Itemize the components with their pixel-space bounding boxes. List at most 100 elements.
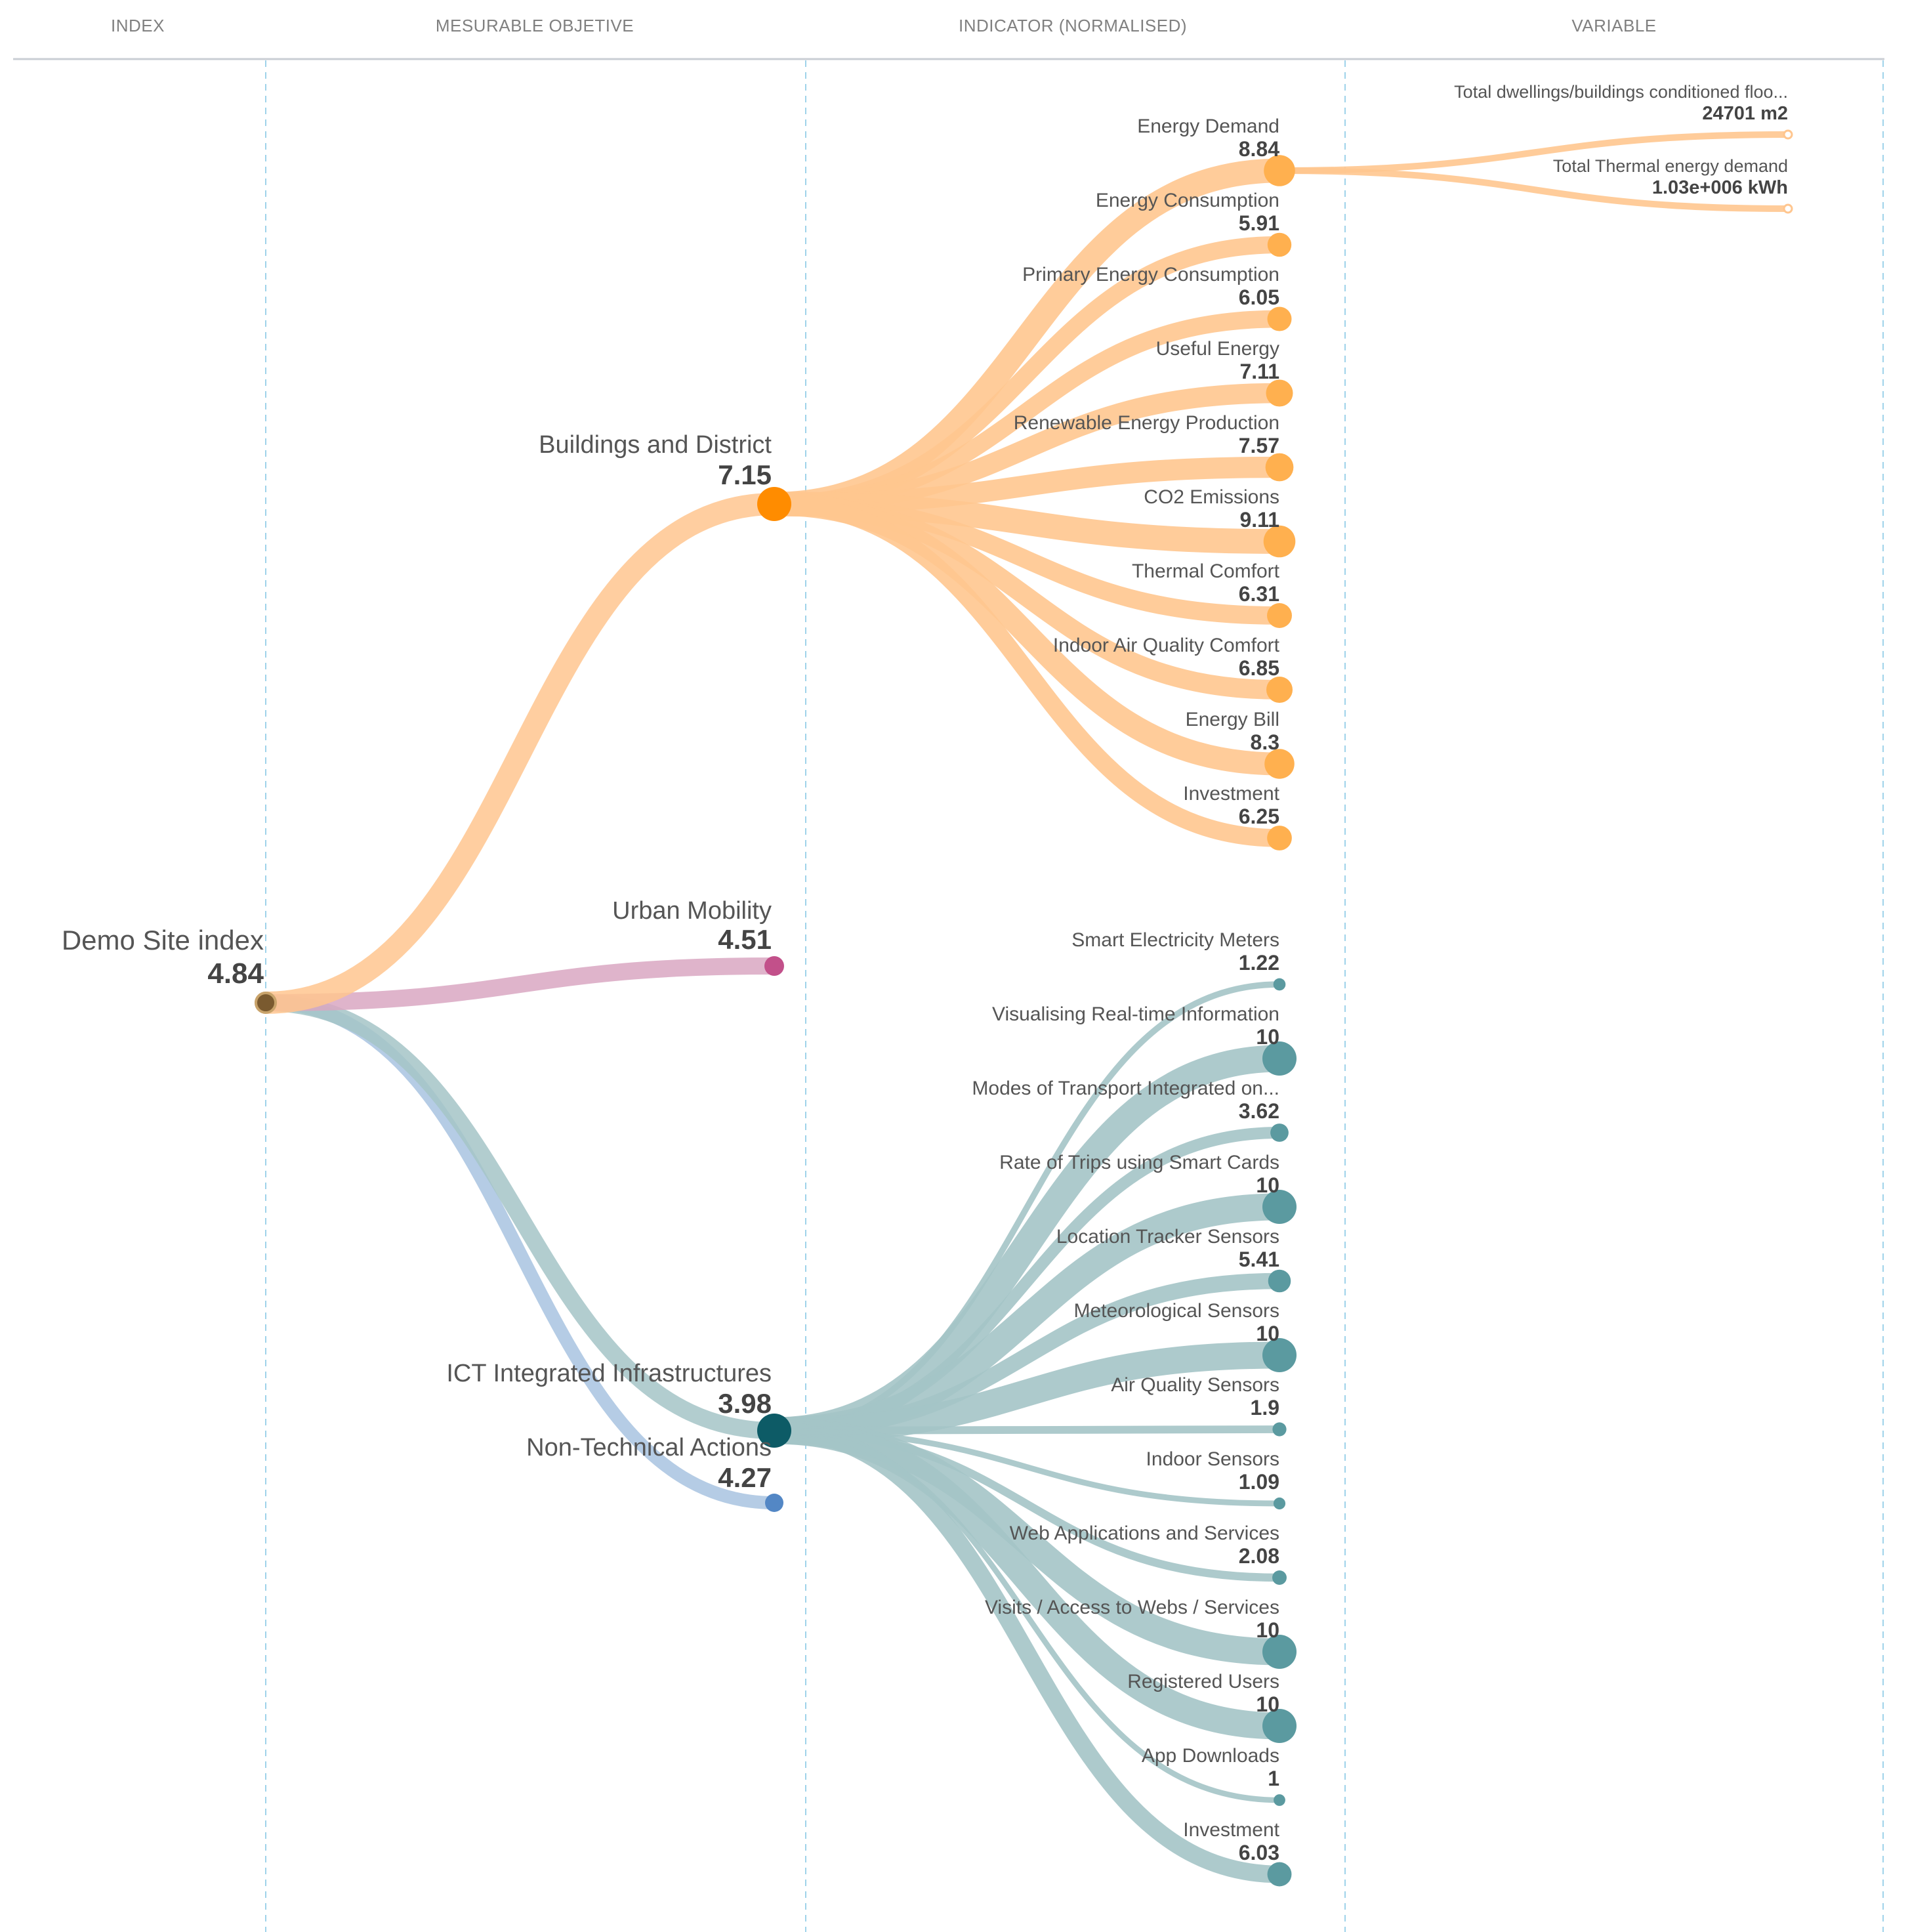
indicator-node-ict-12[interactable] — [1267, 1862, 1292, 1887]
indicator-value: 3.62 — [1239, 1099, 1279, 1123]
header-variable: VARIABLE — [1571, 16, 1656, 35]
indicator-node-ict-0[interactable] — [1273, 978, 1286, 991]
indicator-value: 1.09 — [1239, 1470, 1279, 1494]
indicator-node-ict-9[interactable] — [1262, 1635, 1297, 1669]
indicator-value: 10 — [1256, 1173, 1279, 1197]
objective-label-nontech: Non-Technical Actions — [526, 1434, 772, 1461]
indicator-node-buildings-2[interactable] — [1267, 306, 1292, 331]
tree-nodes — [255, 129, 1793, 1887]
variable-labels: Total dwellings/buildings conditioned fl… — [1454, 82, 1788, 198]
indicator-value: 1.9 — [1251, 1396, 1279, 1419]
link-root-to-mobility — [257, 957, 783, 1011]
indicator-label: Energy Bill — [1186, 709, 1279, 730]
indicator-value: 6.05 — [1239, 285, 1279, 309]
indicator-value: 10 — [1256, 1618, 1279, 1642]
indicator-value: 2.08 — [1239, 1544, 1279, 1568]
indicator-value: 5.91 — [1239, 211, 1279, 235]
indicator-label: Visits / Access to Webs / Services — [985, 1597, 1279, 1618]
root-node[interactable] — [255, 992, 277, 1014]
indicator-node-ict-8[interactable] — [1272, 1570, 1287, 1585]
indicator-label: Location Tracker Sensors — [1056, 1226, 1279, 1248]
column-guides — [265, 60, 1884, 1932]
indicator-label: Investment — [1183, 783, 1279, 805]
tree-links — [255, 131, 1789, 1883]
indicator-label: Meteorological Sensors — [1074, 1300, 1280, 1322]
indicator-node-buildings-3[interactable] — [1266, 379, 1293, 407]
indicator-node-ict-10[interactable] — [1262, 1709, 1297, 1743]
variable-node-1[interactable] — [1783, 203, 1793, 214]
indicator-value: 1.22 — [1239, 951, 1279, 975]
indicator-node-buildings-8[interactable] — [1264, 749, 1295, 779]
indicator-node-buildings-5[interactable] — [1263, 525, 1296, 558]
objective-value-ict: 3.98 — [718, 1388, 772, 1419]
objective-label-buildings: Buildings and District — [539, 431, 772, 459]
link-variable-1 — [1279, 167, 1789, 212]
root-node-label: Demo Site index 4.84 — [62, 925, 264, 990]
indicator-node-buildings-7[interactable] — [1266, 676, 1293, 704]
header-indicator: INDICATOR (NORMALISED) — [959, 16, 1187, 35]
indicator-node-buildings-9[interactable] — [1267, 826, 1292, 850]
indicator-label: Investment — [1183, 1819, 1279, 1841]
indicator-value: 9.11 — [1239, 508, 1279, 532]
root-label: Demo Site index — [62, 925, 264, 956]
objective-node-nontech[interactable] — [765, 1494, 783, 1512]
indicator-node-ict-1[interactable] — [1262, 1041, 1297, 1076]
variable-label: Total Thermal energy demand — [1553, 156, 1788, 176]
indicator-label: Renewable Energy Production — [1014, 412, 1279, 434]
header-index: INDEX — [111, 16, 165, 35]
indicator-label: Rate of Trips using Smart Cards — [999, 1152, 1279, 1173]
indicator-node-ict-11[interactable] — [1274, 1794, 1285, 1806]
indicator-value: 7.57 — [1239, 434, 1279, 457]
indicator-label: Indoor Air Quality Comfort — [1053, 635, 1280, 656]
link-buildings-indicator-9 — [774, 495, 1280, 847]
indicator-node-ict-2[interactable] — [1270, 1124, 1289, 1142]
indicator-value: 1 — [1268, 1767, 1279, 1790]
variable-node-0[interactable] — [1783, 129, 1793, 140]
indicator-value: 5.41 — [1239, 1248, 1279, 1271]
indicator-value: 10 — [1256, 1322, 1279, 1345]
indicator-node-buildings-0[interactable] — [1264, 155, 1295, 186]
indicator-value: 6.85 — [1239, 656, 1279, 680]
indicator-value: 10 — [1256, 1025, 1279, 1049]
objective-node-mobility[interactable] — [764, 956, 784, 976]
indicator-label: Primary Energy Consumption — [1022, 264, 1279, 285]
indicator-node-buildings-6[interactable] — [1267, 603, 1292, 628]
indicator-value: 6.25 — [1239, 805, 1279, 828]
indicator-node-buildings-1[interactable] — [1267, 232, 1292, 257]
variable-label: Total dwellings/buildings conditioned fl… — [1454, 82, 1788, 102]
objective-value-buildings: 7.15 — [718, 459, 772, 490]
indicator-node-ict-6[interactable] — [1272, 1422, 1287, 1437]
objective-label-ict: ICT Integrated Infrastructures — [446, 1360, 772, 1387]
indicator-label: Energy Consumption — [1096, 190, 1279, 211]
objective-node-ict[interactable] — [757, 1414, 791, 1448]
link-root-to-nontech — [259, 996, 781, 1509]
variable-value: 1.03e+006 kWh — [1652, 177, 1788, 198]
indicator-label: Thermal Comfort — [1132, 560, 1280, 582]
indicator-node-ict-3[interactable] — [1262, 1190, 1297, 1224]
objective-label-mobility: Urban Mobility — [612, 897, 772, 925]
objective-labels: Buildings and District 7.15 Urban Mobili… — [446, 431, 772, 1493]
indicator-value: 7.11 — [1239, 360, 1279, 383]
indicator-label: Web Applications and Services — [1010, 1522, 1279, 1544]
indicator-label: Smart Electricity Meters — [1071, 929, 1279, 951]
indicator-node-ict-5[interactable] — [1262, 1338, 1297, 1372]
link-root-to-ict — [257, 994, 783, 1439]
indicator-label: Air Quality Sensors — [1111, 1374, 1279, 1396]
link-variable-0 — [1279, 131, 1789, 174]
indicator-label: Useful Energy — [1156, 338, 1279, 360]
objective-value-nontech: 4.27 — [718, 1462, 772, 1493]
link-ict-indicator-5 — [774, 1341, 1280, 1444]
header-objective: MESURABLE OBJETIVE — [436, 16, 634, 35]
indicator-label: Registered Users — [1127, 1671, 1279, 1692]
indicator-node-buildings-4[interactable] — [1265, 453, 1294, 482]
column-headers: INDEX MESURABLE OBJETIVE INDICATOR (NORM… — [111, 16, 1656, 35]
objective-value-mobility: 4.51 — [718, 924, 772, 955]
link-ict-indicator-12 — [774, 1421, 1280, 1883]
objective-node-buildings[interactable] — [757, 487, 791, 521]
indicator-value: 6.31 — [1239, 582, 1279, 606]
root-value: 4.84 — [207, 957, 264, 990]
indicator-node-ict-7[interactable] — [1273, 1497, 1286, 1510]
indicator-node-ict-4[interactable] — [1268, 1269, 1291, 1293]
